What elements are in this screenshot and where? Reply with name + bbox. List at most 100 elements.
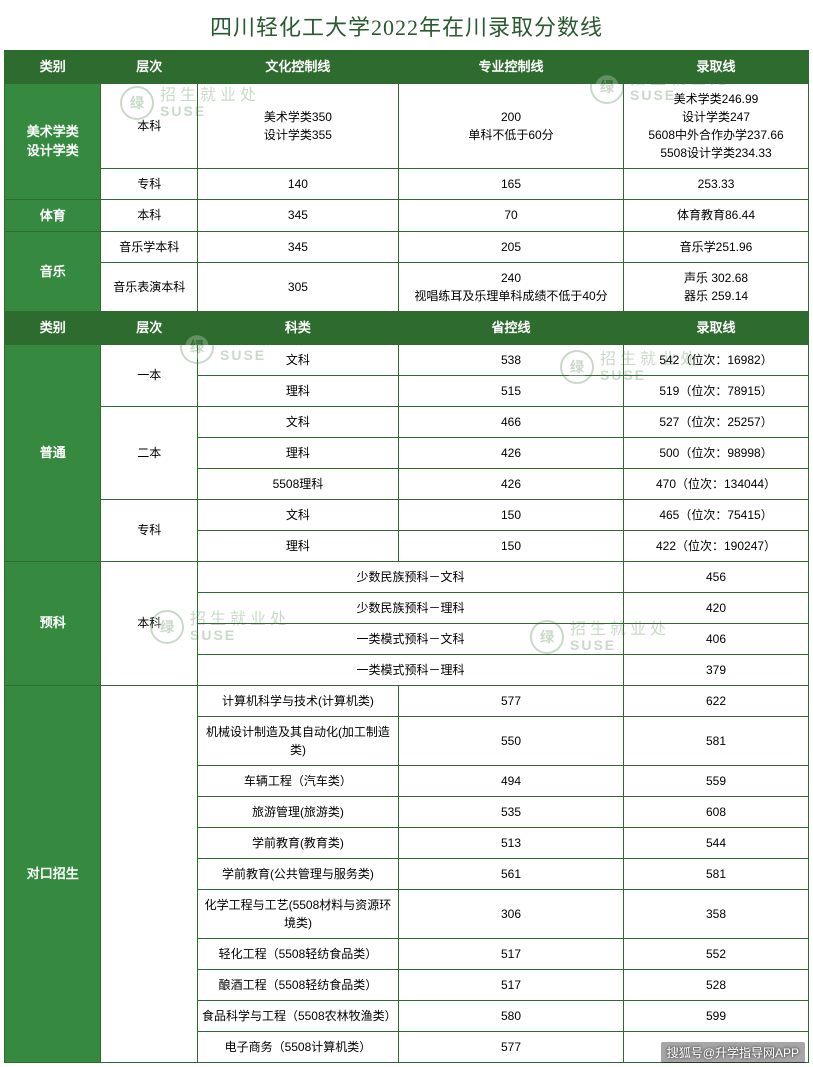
s1-category: 音乐: [5, 232, 101, 312]
dk-subject: 计算机科学与技术(计算机类): [197, 685, 398, 716]
level: 专科: [101, 499, 197, 561]
s1-major: 240 视唱练耳及乐理单科成绩不低于40分: [398, 263, 623, 312]
subject: 理科: [197, 375, 398, 406]
dk-admit: 552: [624, 938, 809, 969]
yuke-subject: 一类模式预科－文科: [197, 623, 623, 654]
s2-header-4: 录取线: [624, 312, 809, 345]
dk-admit: 608: [624, 796, 809, 827]
s1-admit: 美术学类246.99 设计学类247 5608中外合作办学237.66 5508…: [624, 83, 809, 168]
subject: 文科: [197, 344, 398, 375]
dk-admit: 358: [624, 889, 809, 938]
s1-header-1: 层次: [101, 51, 197, 84]
level-yuke: 本科: [101, 561, 197, 685]
s1-admit: 声乐 302.68 器乐 259.14: [624, 263, 809, 312]
s2-header-1: 层次: [101, 312, 197, 345]
dk-subject: 机械设计制造及其自动化(加工制造类): [197, 716, 398, 765]
yuke-admit: 456: [624, 561, 809, 592]
page-title: 四川轻化工大学2022年在川录取分数线: [4, 10, 809, 42]
s1-admit: 253.33: [624, 168, 809, 199]
cat-duikou: 对口招生: [5, 685, 101, 1062]
dk-subject: 酿酒工程（5508轻纺食品类）: [197, 969, 398, 1000]
prov-line: 466: [398, 406, 623, 437]
level: 一本: [101, 344, 197, 406]
prov-line: 426: [398, 437, 623, 468]
dk-prov: 306: [398, 889, 623, 938]
admit-line: 470（位次：134044）: [624, 468, 809, 499]
dk-prov: 561: [398, 858, 623, 889]
cat-putong: 普通: [5, 344, 101, 561]
s2-header-3: 省控线: [398, 312, 623, 345]
s1-culture: 美术学类350 设计学类355: [197, 83, 398, 168]
subject: 理科: [197, 437, 398, 468]
dk-prov: 517: [398, 938, 623, 969]
s1-header-2: 文化控制线: [197, 51, 398, 84]
yuke-admit: 379: [624, 654, 809, 685]
s1-level: 专科: [101, 168, 197, 199]
s1-culture: 345: [197, 199, 398, 232]
admit-line: 422（位次：190247）: [624, 530, 809, 561]
dk-admit: 544: [624, 827, 809, 858]
s1-major: 205: [398, 232, 623, 263]
dk-subject: 学前教育(公共管理与服务类): [197, 858, 398, 889]
dk-prov: 513: [398, 827, 623, 858]
dk-subject: 车辆工程（汽车类）: [197, 765, 398, 796]
s1-admit: 体育教育86.44: [624, 199, 809, 232]
s2-header-2: 科类: [197, 312, 398, 345]
prov-line: 426: [398, 468, 623, 499]
s1-level: 本科: [101, 199, 197, 232]
s1-header-4: 录取线: [624, 51, 809, 84]
s1-category: 美术学类 设计学类: [5, 83, 101, 199]
s1-major: 200 单科不低于60分: [398, 83, 623, 168]
s1-culture: 140: [197, 168, 398, 199]
level: 二本: [101, 406, 197, 499]
yuke-subject: 少数民族预科－文科: [197, 561, 623, 592]
s1-level: 音乐表演本科: [101, 263, 197, 312]
s1-culture: 305: [197, 263, 398, 312]
dk-admit: 581: [624, 716, 809, 765]
s1-category: 体育: [5, 199, 101, 232]
yuke-admit: 406: [624, 623, 809, 654]
yuke-subject: 一类模式预科－理科: [197, 654, 623, 685]
admit-line: 542（位次：16982）: [624, 344, 809, 375]
dk-admit: 528: [624, 969, 809, 1000]
dk-admit: 599: [624, 1000, 809, 1031]
yuke-subject: 少数民族预科－理科: [197, 592, 623, 623]
s1-header-0: 类别: [5, 51, 101, 84]
cat-yuke: 预科: [5, 561, 101, 685]
admit-line: 527（位次：25257）: [624, 406, 809, 437]
dk-prov: 577: [398, 1031, 623, 1062]
dk-prov: 550: [398, 716, 623, 765]
subject: 文科: [197, 499, 398, 530]
footer-credit: 搜狐号@升学指导网APP: [661, 1042, 805, 1063]
score-table: 类别层次文化控制线专业控制线录取线美术学类 设计学类本科美术学类350 设计学类…: [4, 50, 809, 1063]
dk-prov: 494: [398, 765, 623, 796]
s1-level: 本科: [101, 83, 197, 168]
admit-line: 519（位次：78915）: [624, 375, 809, 406]
prov-line: 150: [398, 530, 623, 561]
admit-line: 465（位次：75415）: [624, 499, 809, 530]
dk-admit: 559: [624, 765, 809, 796]
s2-header-0: 类别: [5, 312, 101, 345]
subject: 5508理科: [197, 468, 398, 499]
yuke-admit: 420: [624, 592, 809, 623]
dk-subject: 轻化工程（5508轻纺食品类）: [197, 938, 398, 969]
dk-subject: 电子商务（5508计算机类）: [197, 1031, 398, 1062]
dk-prov: 517: [398, 969, 623, 1000]
s1-major: 165: [398, 168, 623, 199]
dk-admit: 622: [624, 685, 809, 716]
subject: 理科: [197, 530, 398, 561]
prov-line: 150: [398, 499, 623, 530]
s1-culture: 345: [197, 232, 398, 263]
s1-major: 70: [398, 199, 623, 232]
s1-header-3: 专业控制线: [398, 51, 623, 84]
dk-subject: 食品科学与工程（5508农林牧渔类）: [197, 1000, 398, 1031]
page-wrap: 四川轻化工大学2022年在川录取分数线 类别层次文化控制线专业控制线录取线美术学…: [0, 0, 813, 1067]
dk-prov: 535: [398, 796, 623, 827]
prov-line: 538: [398, 344, 623, 375]
dk-subject: 学前教育(教育类): [197, 827, 398, 858]
s1-level: 音乐学本科: [101, 232, 197, 263]
prov-line: 515: [398, 375, 623, 406]
dk-prov: 577: [398, 685, 623, 716]
dk-prov: 580: [398, 1000, 623, 1031]
s1-admit: 音乐学251.96: [624, 232, 809, 263]
